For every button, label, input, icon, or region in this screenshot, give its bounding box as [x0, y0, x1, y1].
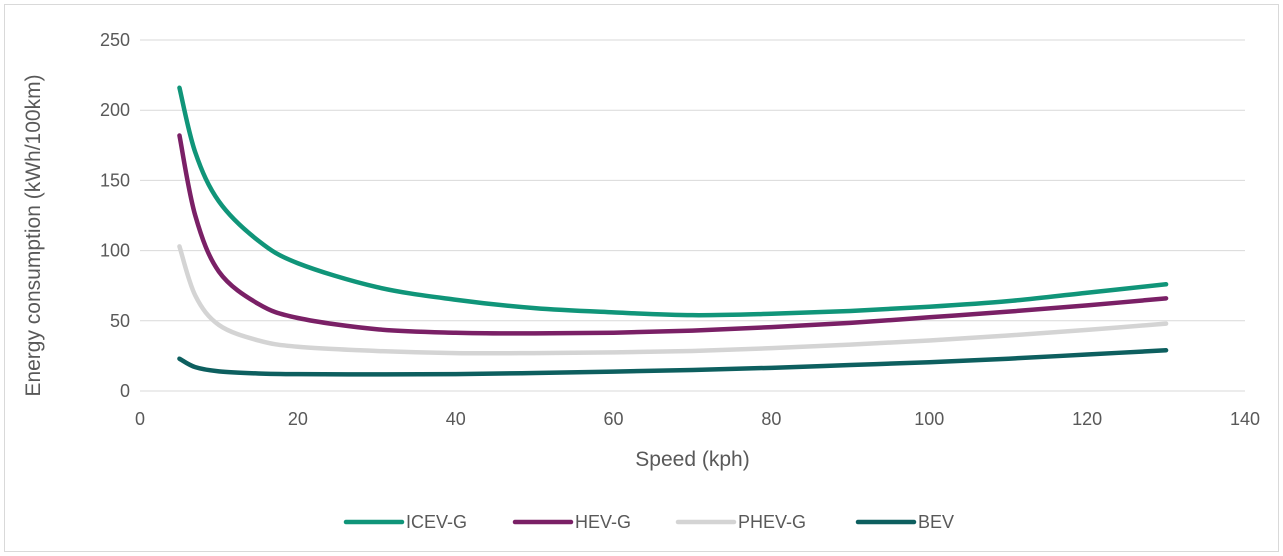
- x-tick-label: 20: [288, 409, 308, 429]
- y-tick-label: 250: [100, 30, 130, 50]
- x-tick-label: 140: [1230, 409, 1260, 429]
- x-tick-label: 40: [446, 409, 466, 429]
- x-tick-labels: 0 20 40 60 80 100 120 140: [135, 409, 1260, 429]
- series-line-icev-g: [177, 85, 1169, 318]
- x-tick-label: 120: [1072, 409, 1102, 429]
- legend-label-hev-g: HEV-G: [575, 512, 631, 532]
- gridlines: [140, 39, 1245, 392]
- x-tick-label: 60: [604, 409, 624, 429]
- series-line-bev: [177, 348, 1169, 377]
- x-tick-label: 100: [914, 409, 944, 429]
- y-tick-label: 0: [120, 381, 130, 401]
- y-tick-label: 50: [110, 311, 130, 331]
- legend-label-phev-g: PHEV-G: [738, 512, 806, 532]
- y-tick-label: 100: [100, 241, 130, 261]
- legend-label-bev: BEV: [918, 512, 954, 532]
- x-tick-label: 0: [135, 409, 145, 429]
- series-line-hev-g: [177, 133, 1169, 336]
- y-tick-label: 200: [100, 100, 130, 120]
- y-axis-title: Energy consumption (kWh/100km): [22, 74, 45, 396]
- x-axis-title: Speed (kph): [635, 448, 749, 471]
- series-line-phev-g: [177, 244, 1169, 356]
- chart-frame: [4, 4, 1279, 552]
- legend-label-icev-g: ICEV-G: [406, 512, 467, 532]
- x-tick-label: 80: [761, 409, 781, 429]
- series-lines: [177, 85, 1169, 377]
- legend: ICEV-G HEV-G PHEV-G BEV: [343, 512, 954, 532]
- y-tick-labels: 0 50 100 150 200 250: [100, 30, 130, 401]
- y-tick-label: 150: [100, 170, 130, 190]
